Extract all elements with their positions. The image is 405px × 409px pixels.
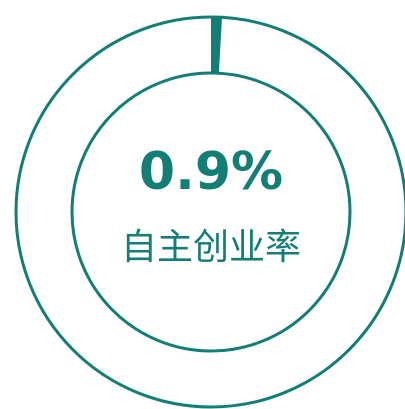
category-label: 自主创业率	[121, 227, 301, 268]
value-label: 0.9%	[139, 142, 283, 202]
donut-segment	[211, 17, 223, 74]
outer-ring	[14, 15, 405, 409]
inner-ring	[70, 71, 352, 353]
